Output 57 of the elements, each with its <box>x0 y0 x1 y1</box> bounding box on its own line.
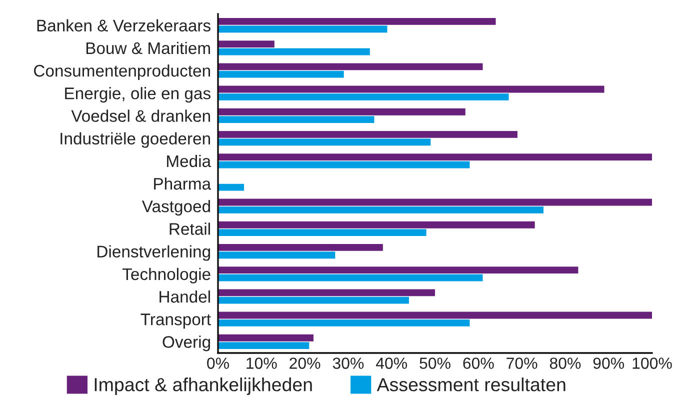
bar <box>218 289 435 296</box>
y-tick-label: Industriële goederen <box>60 132 210 148</box>
bar <box>218 116 374 123</box>
x-tick-label: 100% <box>632 358 672 369</box>
y-tick-label: Technologie <box>122 268 210 284</box>
bar <box>218 18 496 25</box>
bar <box>218 154 652 161</box>
x-tick-label: 80% <box>550 358 581 369</box>
y-tick-label: Overig <box>162 336 210 352</box>
legend-label: Assessment resultaten <box>376 378 566 392</box>
bar <box>218 161 470 168</box>
y-tick-label: Dienstverlening <box>98 245 210 261</box>
y-tick-label: Vastgoed <box>142 200 210 216</box>
x-tick-label: 20% <box>290 358 320 369</box>
y-tick-label: Pharma <box>154 177 212 190</box>
x-tick-label: 90% <box>593 358 624 369</box>
bar <box>218 184 244 191</box>
bar <box>218 70 344 78</box>
bar <box>218 206 544 214</box>
x-tick-label: 60% <box>463 358 494 369</box>
x-tick-label: 70% <box>506 358 538 369</box>
bar <box>218 131 518 138</box>
bar <box>218 108 466 116</box>
bar <box>218 266 578 274</box>
x-tick-label: 10% <box>246 358 277 369</box>
bar <box>218 296 409 304</box>
x-tick-label: 40% <box>376 358 408 369</box>
y-tick-label: Banken & Verzekeraars <box>37 19 210 32</box>
x-tick-label: 30% <box>332 358 364 369</box>
bar <box>218 198 652 206</box>
bar <box>218 312 652 319</box>
bar <box>218 252 336 259</box>
bar <box>218 244 383 251</box>
bar <box>218 229 426 236</box>
bar <box>218 86 604 93</box>
y-tick-label: Consumentenproducten <box>34 64 210 80</box>
y-tick-label: Voedsel & dranken <box>71 110 210 122</box>
bar <box>218 40 274 48</box>
bar <box>218 138 431 146</box>
bar <box>218 48 370 56</box>
y-tick-label: Handel <box>160 290 210 303</box>
x-tick-label: 0% <box>207 358 229 369</box>
y-tick-label: Retail <box>170 222 210 235</box>
x-tick-label: 50% <box>420 358 450 369</box>
bar <box>218 334 314 342</box>
bar <box>218 221 535 228</box>
bar <box>218 274 483 282</box>
y-tick-label: Bouw & Maritiem <box>86 42 210 54</box>
bar <box>218 63 483 70</box>
bar <box>218 342 310 349</box>
bar <box>218 93 509 100</box>
bar <box>218 26 388 33</box>
y-tick-label: Energie, olie en gas <box>65 87 210 103</box>
bar <box>218 319 470 326</box>
y-tick-label: Media <box>167 154 212 168</box>
y-tick-label: Transport <box>140 314 211 329</box>
legend-label: Impact & afhankelijkheden <box>94 378 312 396</box>
